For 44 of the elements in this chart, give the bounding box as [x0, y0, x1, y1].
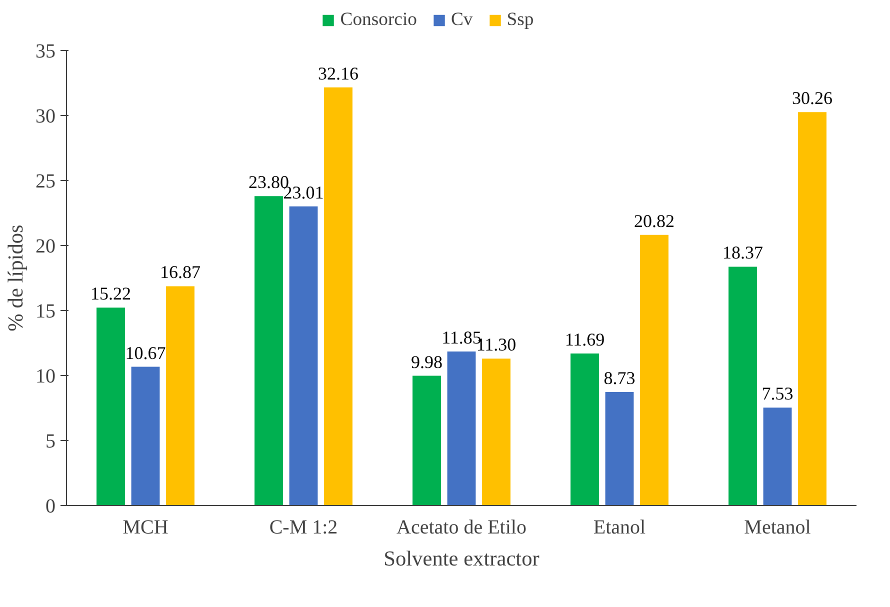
- bar: [131, 366, 160, 506]
- bar: [96, 308, 125, 506]
- bar: [728, 266, 757, 506]
- bar: [289, 206, 318, 506]
- x-tick-label: C-M 1:2: [269, 516, 338, 538]
- x-tick-label: Acetato de Etilo: [396, 516, 526, 538]
- bar: [166, 286, 194, 506]
- y-tick-label: 20: [36, 236, 56, 258]
- y-tick-label: 25: [36, 170, 56, 192]
- bar: [482, 358, 510, 506]
- x-axis-title: Solvente extractor: [384, 546, 540, 570]
- data-label: 16.87: [160, 262, 201, 282]
- bar: [447, 351, 476, 506]
- x-tick-label: MCH: [122, 516, 168, 538]
- data-label: 32.16: [318, 63, 359, 84]
- bar: [412, 376, 441, 506]
- legend-label: Ssp: [506, 9, 534, 31]
- y-tick-label: 5: [46, 430, 56, 452]
- data-label: 9.98: [410, 352, 442, 372]
- data-label: 18.37: [722, 242, 763, 263]
- y-tick-label: 15: [36, 300, 56, 322]
- bar: [605, 392, 634, 506]
- y-tick-label: 10: [36, 366, 56, 388]
- x-tick-label: Metanol: [744, 516, 812, 538]
- x-tick-label: Etanol: [593, 516, 646, 538]
- bar: [254, 196, 283, 506]
- y-tick-label: 30: [36, 106, 56, 128]
- data-label: 11.69: [564, 330, 605, 350]
- bar: [570, 354, 599, 506]
- data-label: 10.67: [125, 342, 166, 363]
- y-axis-title: % de lípidos: [4, 224, 28, 332]
- legend-label: Cv: [450, 9, 473, 31]
- data-label: 7.53: [762, 384, 794, 404]
- data-label: 15.22: [90, 284, 131, 304]
- bar: [640, 234, 668, 506]
- y-tick-label: 35: [36, 40, 56, 62]
- data-label: 20.82: [634, 210, 675, 231]
- data-label: 8.73: [604, 368, 636, 388]
- bar: [763, 408, 792, 506]
- y-tick-label: 0: [46, 496, 56, 518]
- data-label: 30.26: [792, 88, 833, 108]
- legend-label: Consorcio: [340, 9, 417, 31]
- bar: [798, 112, 826, 506]
- bar: [324, 87, 352, 506]
